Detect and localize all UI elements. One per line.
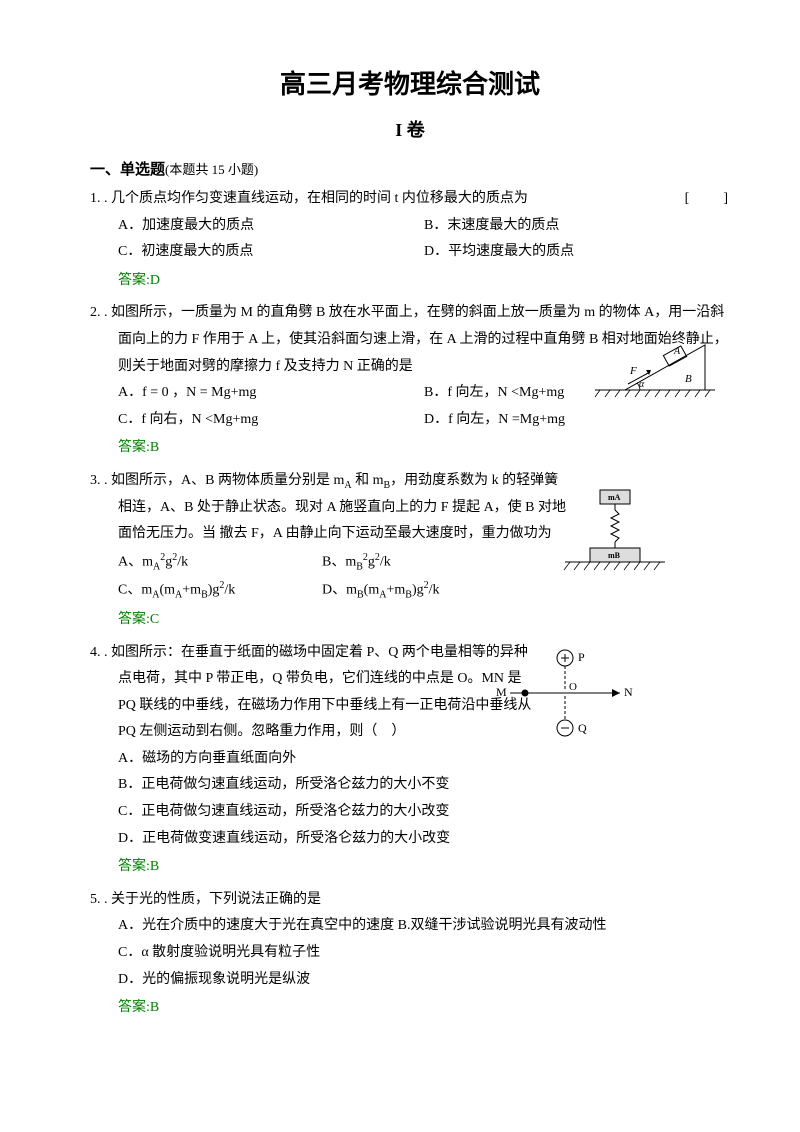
q3-opt-a: A、mA2g2/k [118,548,322,576]
q3-opt-c: C、mA(mA+mB)g2/k [118,576,322,604]
q4-opt-b: B．正电荷做匀速直线运动，所受洛仑兹力的大小不变 [118,772,730,799]
q3-answer: 答案:C [90,607,730,634]
spring-diagram-icon: mA mB [560,484,670,584]
question-1: 1. . 几个质点均作匀变速直线运动，在相同的时间 t 内位移最大的质点为 [ … [90,186,730,294]
section-header: 一、单选题(本题共 15 小题) [90,156,730,185]
q2-opt-d: D．f 向左，N =Mg+mg [424,407,730,434]
q3-t1: 如图所示，A、B 两物体质量分别是 m [111,473,344,488]
q5-stem: 5. . 关于光的性质，下列说法正确的是 [90,887,730,914]
label-q: Q [578,721,587,735]
answer-bracket: [ ] [713,186,730,213]
label-ma: mA [608,493,621,502]
q4-options: A．磁场的方向垂直纸面向外 B．正电荷做匀速直线运动，所受洛仑兹力的大小不变 C… [90,746,730,852]
q5-num: 5. . [90,892,108,907]
label-n: N [624,685,633,699]
charge-diagram-icon: P Q M N O [490,646,640,741]
q1-opt-d: D．平均速度最大的质点 [424,239,730,266]
q4-opt-c: C．正电荷做匀速直线运动，所受洛仑兹力的大小改变 [118,799,730,826]
page-subtitle: I 卷 [90,113,730,147]
q2-num: 2. . [90,305,108,320]
label-m: M [496,685,507,699]
q3-num: 3. . [90,473,108,488]
q1-stem: 1. . 几个质点均作匀变速直线运动，在相同的时间 t 内位移最大的质点为 [ … [90,186,730,213]
q4-text: 如图所示：在垂直于纸面的磁场中固定着 P、Q 两个电量相等的异种点电荷，其中 P… [111,645,531,740]
label-p: P [578,650,585,664]
q5-text: 关于光的性质，下列说法正确的是 [111,892,321,907]
q3-t1d: 撤去 F，A 由静止向下运动至最大速度时，重力做功为 [220,526,552,541]
q4-opt-a: A．磁场的方向垂直纸面向外 [118,746,730,773]
wedge-diagram-icon: F A B α [590,330,720,400]
page-title: 高三月考物理综合测试 [90,60,730,109]
label-mb: mB [608,551,621,560]
q1-opt-c: C．初速度最大的质点 [118,239,424,266]
q1-num: 1. . [90,191,108,206]
q2-answer: 答案:B [90,435,730,462]
label-b: B [685,373,692,385]
q4-num: 4. . [90,645,108,660]
q3-t1b: 和 m [352,473,384,488]
q1-answer: 答案:D [90,268,730,295]
label-a: A [673,346,681,357]
section-label: 一、单选题 [90,162,165,178]
q2-opt-a: A．f = 0 ，N = Mg+mg [118,380,424,407]
label-o: O [569,681,577,693]
q1-opt-a: A．加速度最大的质点 [118,213,424,240]
question-4: 4. . 如图所示：在垂直于纸面的磁场中固定着 P、Q 两个电量相等的异种点电荷… [90,640,730,881]
q1-text: 几个质点均作匀变速直线运动，在相同的时间 t 内位移最大的质点为 [111,191,528,206]
q5-opt-d: D．光的偏振现象说明光是纵波 [118,967,730,994]
q1-options: A．加速度最大的质点 B．末速度最大的质点 C．初速度最大的质点 D．平均速度最… [90,213,730,266]
section-sub: (本题共 15 小题) [165,162,258,177]
q2-opt-c: C．f 向右，N <Mg+mg [118,407,424,434]
q5-options: A．光在介质中的速度大于光在真空中的速度 B.双缝干涉试验说明光具有波动性 C．… [90,913,730,993]
label-f: F [629,365,637,377]
q1-opt-b: B．末速度最大的质点 [424,213,730,240]
question-2: 2. . 如图所示，一质量为 M 的直角劈 B 放在水平面上，在劈的斜面上放一质… [90,300,730,462]
q5-answer: 答案:B [90,995,730,1022]
sub-a: A [344,480,351,491]
q5-opt-c: C．α 散射度验说明光具有粒子性 [118,940,730,967]
q4-opt-d: D．正电荷做变速直线运动，所受洛仑兹力的大小改变 [118,826,730,853]
q5-opt-a: A．光在介质中的速度大于光在真空中的速度 B.双缝干涉试验说明光具有波动性 [118,913,730,940]
question-3: 3. . 如图所示，A、B 两物体质量分别是 mA 和 mB，用劲度系数为 k … [90,468,730,633]
question-5: 5. . 关于光的性质，下列说法正确的是 A．光在介质中的速度大于光在真空中的速… [90,887,730,1022]
q4-answer: 答案:B [90,854,730,881]
